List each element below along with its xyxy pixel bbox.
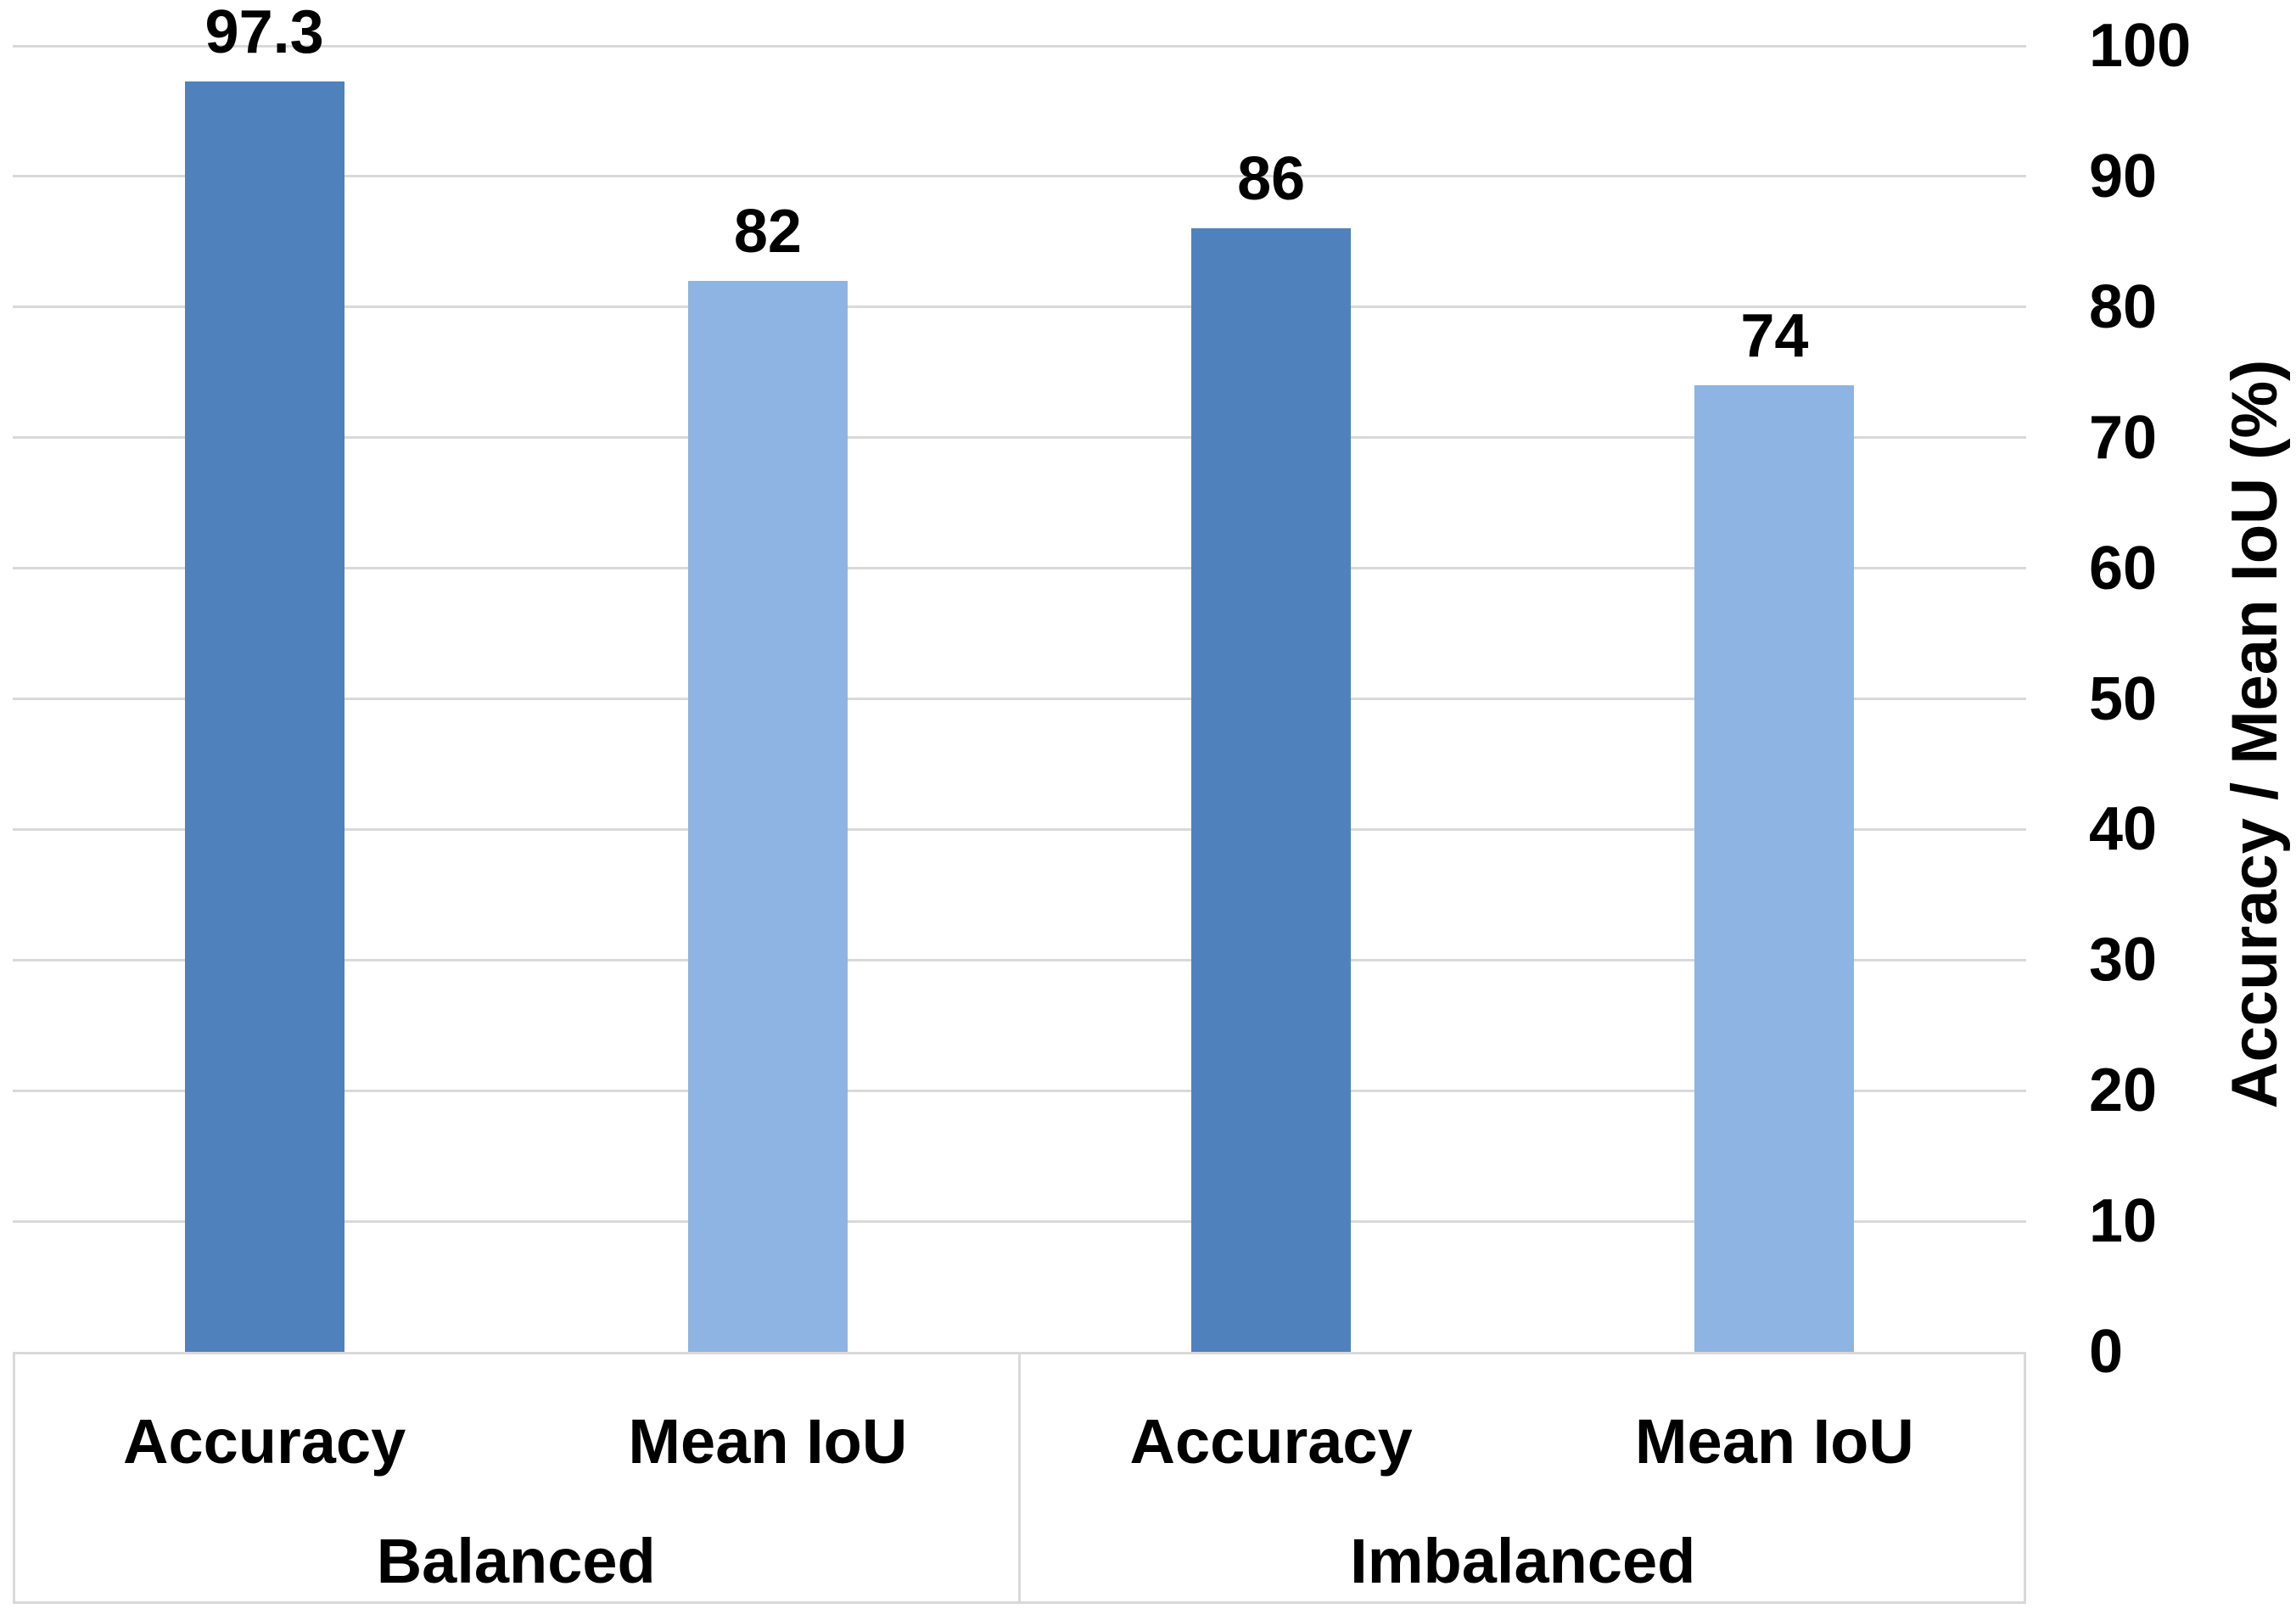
group-label-imbalanced: Imbalanced — [1350, 1526, 1696, 1596]
category-group-divider — [1018, 1352, 1021, 1604]
y-tick-label-50: 50 — [2089, 664, 2158, 733]
bar-balanced-mean-iou — [687, 281, 848, 1352]
category-label-imbalanced-accuracy: Accuracy — [1129, 1406, 1413, 1477]
bar-value-label-balanced-mean-iou: 82 — [733, 198, 802, 266]
bar-value-label-balanced-accuracy: 97.3 — [204, 0, 324, 66]
y-tick-label-0: 0 — [2089, 1318, 2124, 1386]
y-tick-label-40: 40 — [2089, 795, 2158, 864]
gridline-10 — [13, 1219, 2026, 1223]
gridline-100 — [13, 44, 2026, 48]
gridline-90 — [13, 175, 2026, 178]
gridline-40 — [13, 827, 2026, 831]
y-tick-label-70: 70 — [2089, 403, 2158, 472]
y-tick-label-10: 10 — [2089, 1187, 2158, 1256]
category-label-balanced-mean-iou: Mean IoU — [628, 1406, 908, 1477]
gridline-70 — [13, 436, 2026, 440]
bar-imbalanced-mean-iou — [1694, 385, 1855, 1352]
y-tick-label-100: 100 — [2089, 12, 2192, 80]
y-tick-label-30: 30 — [2089, 926, 2158, 995]
y-tick-label-20: 20 — [2089, 1057, 2158, 1125]
category-label-balanced-accuracy: Accuracy — [123, 1406, 406, 1477]
group-label-balanced: Balanced — [376, 1526, 656, 1596]
bar-value-label-imbalanced-accuracy: 86 — [1237, 145, 1306, 214]
y-tick-label-90: 90 — [2089, 142, 2158, 210]
bar-imbalanced-accuracy — [1191, 228, 1352, 1352]
y-tick-label-60: 60 — [2089, 534, 2158, 603]
category-label-imbalanced-mean-iou: Mean IoU — [1634, 1406, 1914, 1477]
gridline-60 — [13, 567, 2026, 570]
y-axis-title: Accuracy / Mean IoU (%) — [2219, 359, 2291, 1109]
bar-balanced-accuracy — [184, 81, 344, 1352]
gridline-80 — [13, 306, 2026, 309]
bar-value-label-imbalanced-mean-iou: 74 — [1740, 302, 1809, 371]
gridline-20 — [13, 1089, 2026, 1092]
y-tick-label-80: 80 — [2089, 272, 2158, 341]
gridline-30 — [13, 958, 2026, 961]
gridline-50 — [13, 698, 2026, 700]
